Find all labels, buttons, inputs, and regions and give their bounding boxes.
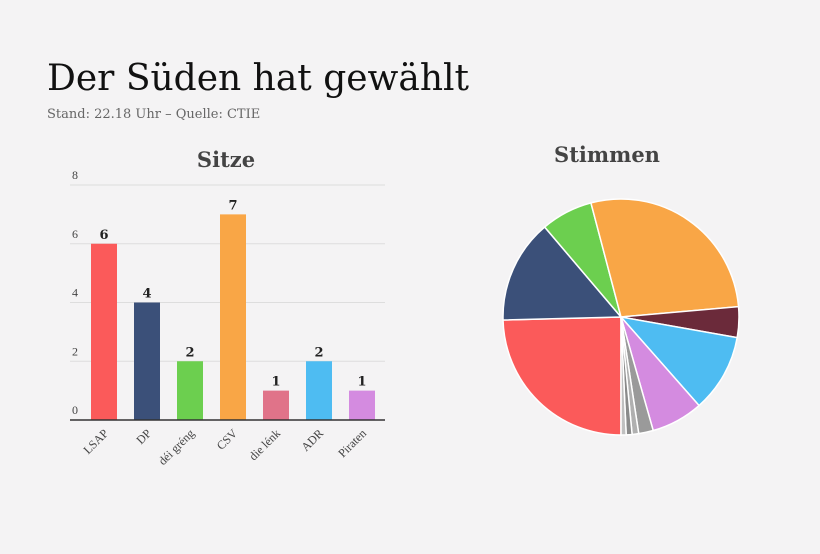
y-tick-label: 2 [72, 344, 78, 358]
bar [349, 390, 375, 420]
y-tick-label: 0 [72, 403, 78, 417]
pie-slice [590, 198, 740, 318]
bar [263, 390, 289, 420]
value-label: 1 [271, 375, 280, 390]
value-label: 2 [314, 345, 323, 360]
bar [177, 361, 203, 420]
bar [134, 302, 160, 420]
value-label: 7 [228, 198, 237, 213]
subtitle: Stand: 22.18 Uhr – Quelle: CTIE [47, 107, 260, 122]
pie-slice [502, 225, 623, 321]
pie-slice [619, 315, 739, 407]
value-label: 4 [142, 287, 151, 302]
bar [220, 214, 246, 420]
bar [91, 243, 117, 420]
y-tick-label: 4 [72, 286, 78, 300]
pie-slice [502, 316, 622, 436]
value-label: 2 [185, 345, 194, 360]
pie-slice [620, 316, 627, 436]
chart-title: Sitze [197, 147, 255, 172]
value-label: 6 [99, 228, 108, 243]
bar [306, 361, 332, 420]
page-title: Der Süden hat gewählt [47, 58, 470, 99]
value-label: 1 [357, 375, 366, 390]
y-tick-label: 8 [72, 168, 78, 182]
chart-title: Stimmen [554, 142, 660, 167]
y-tick-label: 6 [72, 227, 78, 241]
